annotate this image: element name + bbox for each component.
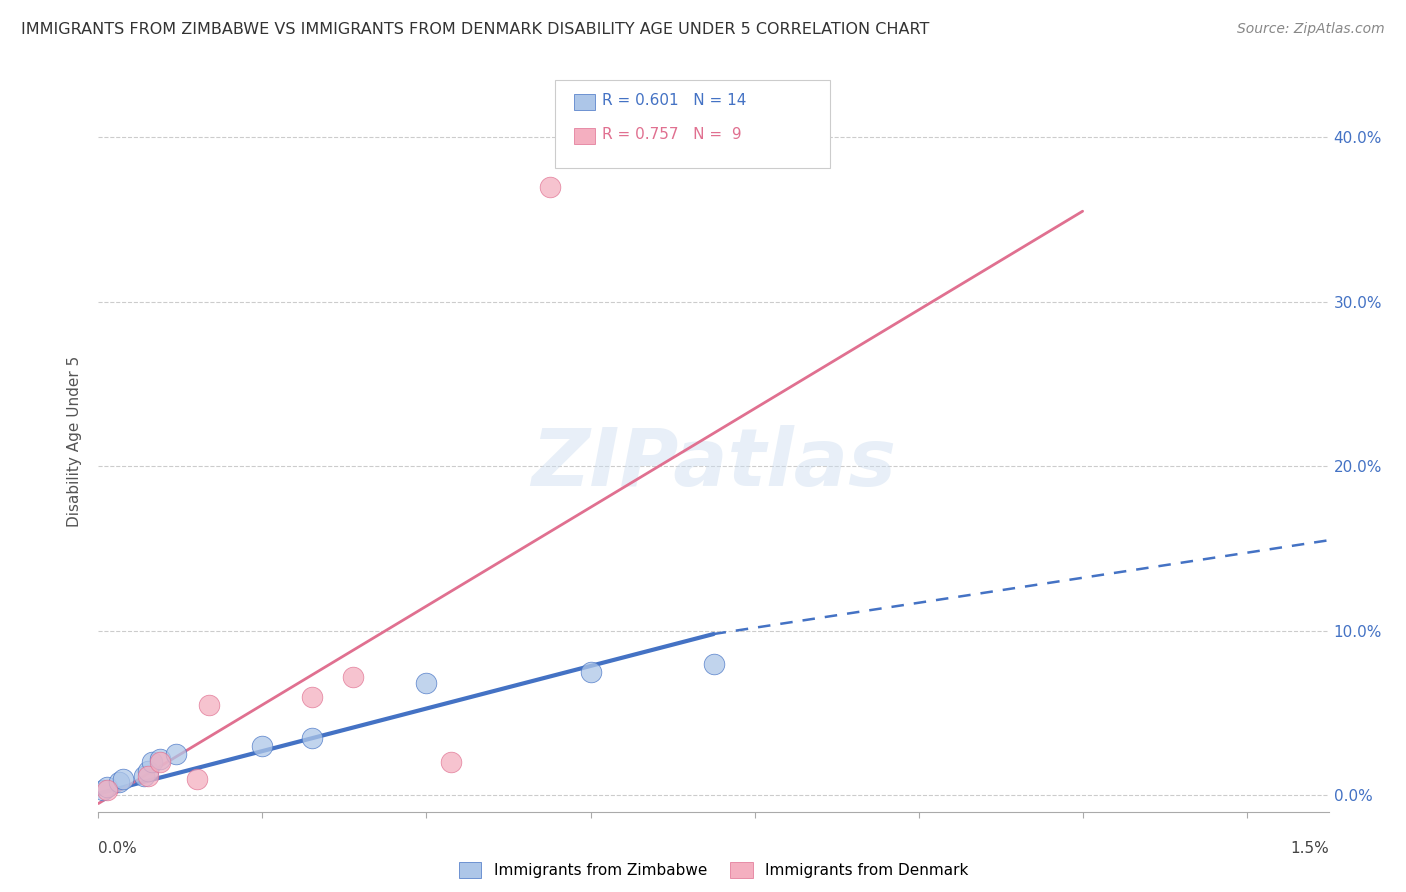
Point <box>96 780 118 794</box>
Point <box>440 756 463 770</box>
Point <box>252 739 274 753</box>
Point <box>186 772 208 786</box>
Text: R = 0.601   N = 14: R = 0.601 N = 14 <box>602 94 747 108</box>
Point <box>132 768 155 782</box>
Point <box>703 657 725 671</box>
Point <box>141 756 163 770</box>
Point <box>198 698 221 712</box>
Point <box>136 764 159 778</box>
Point <box>579 665 602 679</box>
Point <box>96 783 118 797</box>
Point <box>112 772 135 786</box>
Legend: Immigrants from Zimbabwe, Immigrants from Denmark: Immigrants from Zimbabwe, Immigrants fro… <box>458 863 969 878</box>
Text: IMMIGRANTS FROM ZIMBABWE VS IMMIGRANTS FROM DENMARK DISABILITY AGE UNDER 5 CORRE: IMMIGRANTS FROM ZIMBABWE VS IMMIGRANTS F… <box>21 22 929 37</box>
Point <box>136 768 159 782</box>
Text: ZIPatlas: ZIPatlas <box>531 425 896 503</box>
Point <box>91 783 114 797</box>
Point <box>108 775 131 789</box>
Text: 1.5%: 1.5% <box>1289 841 1329 856</box>
Point <box>415 676 437 690</box>
Point <box>538 179 561 194</box>
Point <box>149 756 172 770</box>
Y-axis label: Disability Age Under 5: Disability Age Under 5 <box>67 356 83 527</box>
Text: 0.0%: 0.0% <box>98 841 138 856</box>
Text: R = 0.757   N =  9: R = 0.757 N = 9 <box>602 128 741 142</box>
Text: Source: ZipAtlas.com: Source: ZipAtlas.com <box>1237 22 1385 37</box>
Point <box>301 690 323 704</box>
Point <box>165 747 187 761</box>
Point <box>342 670 364 684</box>
Point <box>149 752 172 766</box>
Point <box>301 731 323 745</box>
